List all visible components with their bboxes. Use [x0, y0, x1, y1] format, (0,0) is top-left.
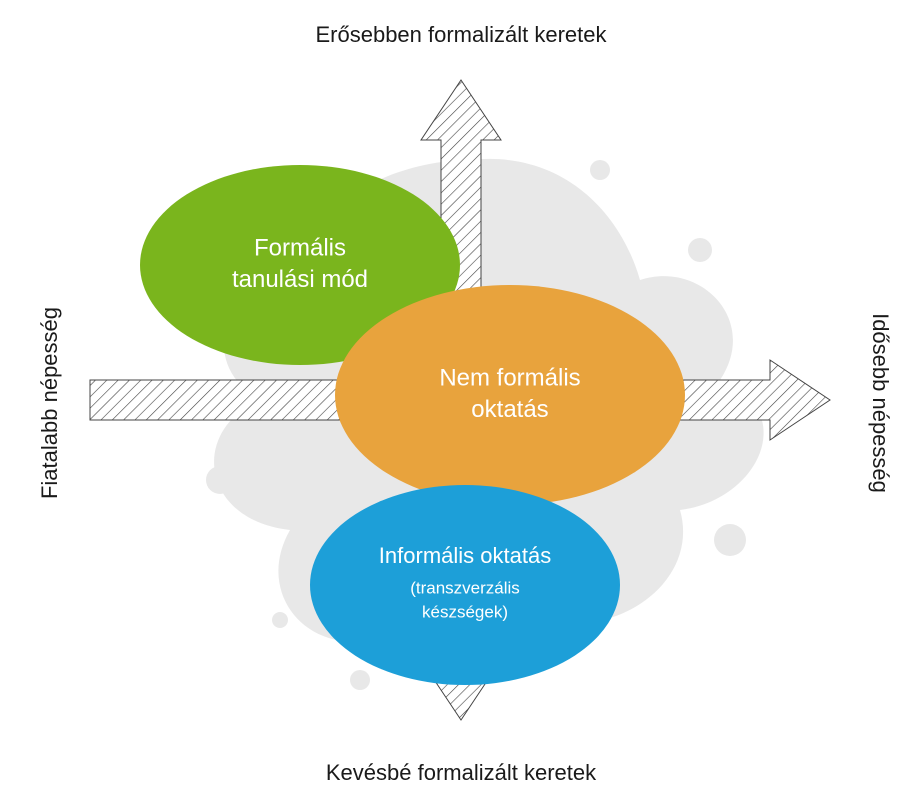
- quadrant-diagram: Formális tanulási mód Nem formális oktat…: [0, 0, 922, 808]
- ellipse-informal-line1: Informális oktatás: [379, 543, 551, 568]
- axis-label-top: Erősebben formalizált keretek: [0, 22, 922, 48]
- axis-label-left: Fiatalabb népesség: [37, 293, 63, 513]
- ellipse-nonformal: Nem formális oktatás: [335, 285, 685, 505]
- ellipse-informal: Informális oktatás (transzverzális készs…: [310, 485, 620, 685]
- ellipse-nonformal-line1: Nem formális: [439, 365, 580, 392]
- ellipse-nonformal-line2: oktatás: [471, 396, 548, 423]
- ellipse-informal-sub1: (transzverzális: [410, 578, 520, 597]
- ellipse-formal-line1: Formális: [254, 235, 346, 262]
- axis-label-bottom: Kevésbé formalizált keretek: [0, 760, 922, 786]
- ellipse-formal-line2: tanulási mód: [232, 266, 368, 293]
- ellipse-informal-sub2: készségek): [422, 602, 508, 621]
- axis-label-right: Idősebb népesség: [867, 293, 893, 513]
